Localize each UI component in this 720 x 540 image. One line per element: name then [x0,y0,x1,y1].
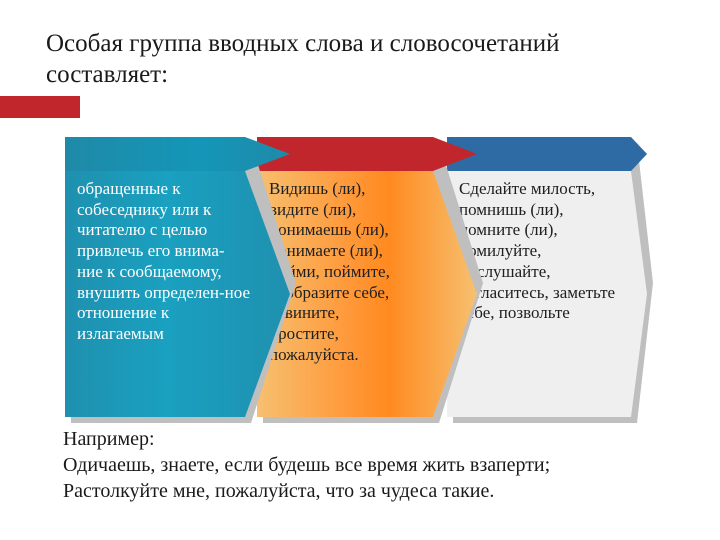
panel-1-header [65,137,290,171]
chevron-stack: Сделайте милость, помнишь (ли), помните … [63,137,656,419]
panel-1: обращенные к собеседнику или к читателю … [65,137,290,417]
example-line-1: Одичаешь, знаете, если будешь все время … [63,454,550,476]
panel-3-text: Сделайте милость, помнишь (ли), помните … [459,179,617,324]
panel-2-header [257,137,477,171]
example-line-2: Растолкуйте мне, пожалуйста, что за чуде… [63,480,494,502]
example-block: Например: Одичаешь, знаете, если будешь … [63,426,674,504]
example-label: Например: [63,428,155,450]
panel-1-text: обращенные к собеседнику или к читателю … [77,179,250,345]
slide: Особая группа вводных слова и словосочет… [0,0,720,540]
page-title: Особая группа вводных слова и словосочет… [46,28,674,91]
accent-bar [0,96,80,118]
panel-3-header [447,137,647,171]
